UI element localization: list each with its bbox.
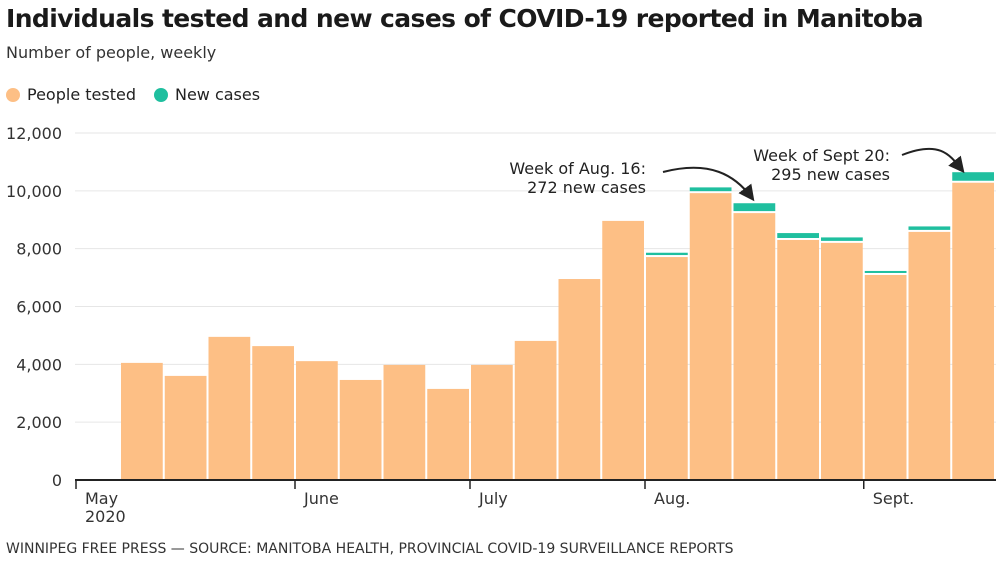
annotation-sep20-line1: Week of Sept 20: [753, 146, 890, 165]
x-tick-label: May [85, 489, 118, 508]
bar-new-cases [908, 226, 951, 230]
bar-people-tested [514, 340, 557, 480]
bar-new-cases [777, 233, 819, 238]
bar-people-tested [952, 182, 994, 480]
bar-people-tested [471, 364, 513, 480]
annotation-arrow [901, 147, 965, 174]
bar-people-tested [427, 388, 469, 480]
bar-people-tested [383, 364, 426, 480]
bar-people-tested [646, 257, 688, 480]
bar-people-tested [208, 336, 251, 480]
x-tick-label-year: 2020 [85, 507, 126, 526]
bar-people-tested [777, 239, 819, 480]
y-tick-label: 8,000 [16, 240, 62, 259]
bar-people-tested [164, 375, 207, 480]
y-tick-label: 6,000 [16, 298, 62, 317]
source-note: WINNIPEG FREE PRESS — SOURCE: MANITOBA H… [6, 541, 734, 557]
y-tick-label: 12,000 [6, 124, 62, 143]
legend-label-cases: New cases [174, 85, 261, 104]
annotation-sep20-line2: 295 new cases [771, 165, 890, 184]
bar-people-tested [602, 220, 644, 480]
legend: People tested New cases [6, 85, 260, 104]
bar-people-tested [733, 213, 776, 480]
bar-people-tested [908, 231, 951, 480]
annotation-arrow [662, 166, 755, 202]
bar-new-cases [733, 203, 776, 212]
bar-new-cases [864, 270, 907, 273]
chart-subtitle: Number of people, weekly [6, 43, 217, 62]
annotation-aug16-line2: 272 new cases [527, 178, 646, 197]
legend-swatch-cases [153, 87, 168, 102]
annotation-aug16-line1: Week of Aug. 16: [509, 159, 646, 178]
x-tick-label: June [303, 489, 339, 508]
x-tick-label: Aug. [654, 489, 690, 508]
bar-people-tested [558, 279, 601, 480]
y-tick-label: 2,000 [16, 413, 62, 432]
bar-new-cases [821, 237, 863, 241]
chart-title: Individuals tested and new cases of COVI… [6, 4, 924, 33]
y-tick-label: 0 [52, 471, 62, 490]
bar-people-tested [252, 346, 294, 480]
bar-people-tested [121, 362, 163, 480]
bar-people-tested [689, 193, 732, 480]
y-tick-label: 10,000 [6, 182, 62, 201]
legend-item-tested: People tested [6, 85, 136, 104]
legend-item-cases: New cases [153, 85, 261, 104]
y-tick-label: 4,000 [16, 355, 62, 374]
bar-people-tested [864, 274, 907, 480]
bar-people-tested [339, 379, 382, 480]
legend-swatch-tested [6, 87, 20, 102]
bar-people-tested [821, 242, 863, 480]
bar-new-cases [646, 252, 688, 256]
bar-people-tested [296, 361, 338, 480]
legend-label-tested: People tested [27, 85, 136, 104]
bar-new-cases [689, 187, 732, 192]
x-tick-label: Sept. [873, 489, 915, 508]
x-tick-label: July [478, 489, 508, 508]
bar-new-cases [952, 172, 994, 181]
